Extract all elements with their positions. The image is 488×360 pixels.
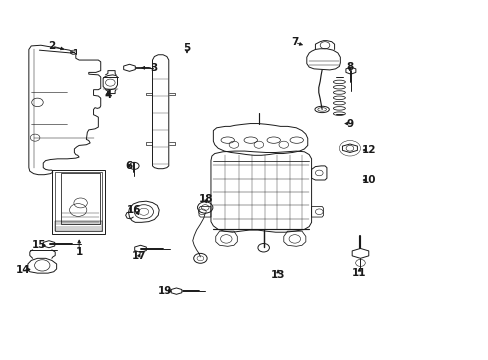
Bar bbox=[55, 221, 102, 231]
Text: 7: 7 bbox=[290, 37, 298, 48]
Text: 17: 17 bbox=[131, 251, 146, 261]
Bar bbox=[55, 172, 102, 231]
Text: 6: 6 bbox=[124, 161, 132, 171]
Text: 16: 16 bbox=[127, 205, 141, 215]
Text: 12: 12 bbox=[361, 145, 376, 155]
Text: 4: 4 bbox=[104, 90, 111, 100]
Text: 8: 8 bbox=[346, 62, 353, 72]
Text: 10: 10 bbox=[361, 175, 376, 185]
Text: 3: 3 bbox=[149, 63, 157, 73]
Text: 19: 19 bbox=[158, 286, 172, 296]
Text: 18: 18 bbox=[199, 194, 213, 204]
Bar bbox=[52, 170, 104, 234]
Text: 2: 2 bbox=[48, 41, 55, 51]
Text: 13: 13 bbox=[270, 270, 285, 280]
Text: 14: 14 bbox=[16, 265, 30, 275]
Text: 1: 1 bbox=[75, 247, 82, 257]
Text: 5: 5 bbox=[183, 43, 190, 53]
Text: 9: 9 bbox=[346, 118, 353, 129]
Text: 15: 15 bbox=[32, 240, 46, 250]
Bar bbox=[61, 173, 100, 224]
Text: 11: 11 bbox=[351, 269, 366, 279]
